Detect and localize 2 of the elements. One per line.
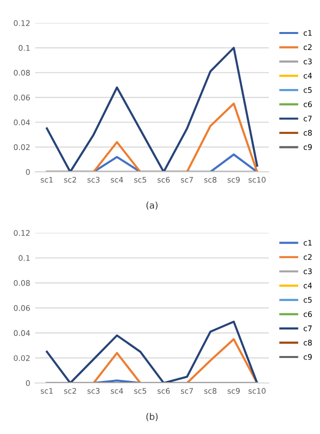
text: (a) (146, 202, 158, 210)
text: (b) (146, 413, 158, 422)
